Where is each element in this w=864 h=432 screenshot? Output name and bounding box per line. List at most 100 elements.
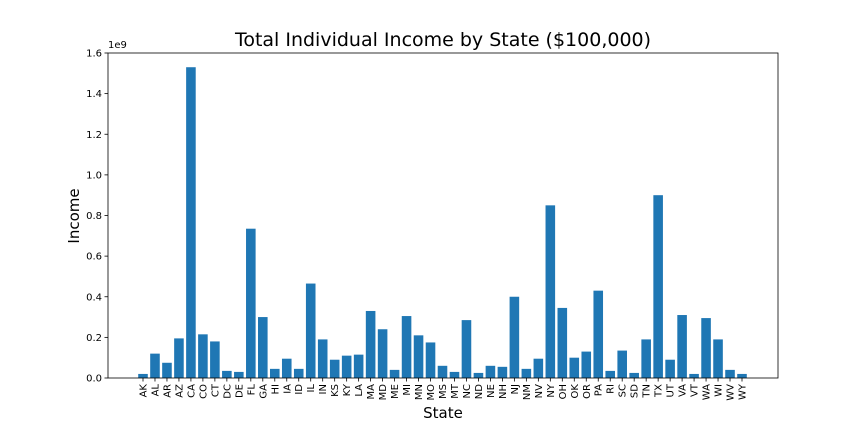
bar-hi: [269, 368, 280, 378]
y-tick-label-0: 0.0: [86, 374, 102, 385]
bar-wa: [701, 318, 711, 378]
bar-nh: [497, 366, 508, 378]
bar-mt: [449, 371, 460, 378]
x-tick-label-dc: DC: [222, 384, 233, 399]
bar-ak: [138, 373, 148, 378]
x-tick-label-al: AL: [150, 384, 161, 397]
y-ticks-group: 0.0 0.2 0.4 0.6 0.8 1.0 1.2 1.4 1.6: [86, 49, 108, 385]
plot-frame: [107, 52, 779, 379]
bar-wv: [725, 369, 735, 379]
x-tick-label-wv: WV: [726, 384, 737, 401]
bar-va: [677, 315, 687, 378]
x-tick-label-ma: MA: [366, 384, 377, 400]
x-tick-label-ks: KS: [330, 384, 341, 397]
x-tick-label-md: MD: [378, 384, 389, 401]
x-tick-label-ms: MS: [438, 384, 449, 399]
bar-or: [581, 351, 592, 378]
bar-ma: [365, 310, 376, 378]
x-tick-label-sd: SD: [630, 384, 641, 398]
bar-fl: [246, 228, 256, 378]
x-tick-label-ct: CT: [210, 383, 221, 397]
x-tick-label-il: IL: [306, 384, 317, 393]
bar-mi: [401, 316, 412, 378]
x-tick-label-ne: NE: [486, 384, 497, 398]
x-tick-label-nm: NM: [522, 384, 533, 400]
x-tick-label-ca: CA: [186, 384, 197, 398]
bar-in: [317, 339, 328, 378]
x-tick-label-ny: NY: [546, 383, 557, 397]
x-tick-label-ia: IA: [282, 384, 293, 394]
x-tick-label-la: LA: [354, 384, 365, 397]
x-tick-label-nv: NV: [534, 384, 545, 398]
x-tick-label-nj: NJ: [510, 384, 521, 394]
x-tick-label-ga: GA: [258, 384, 269, 399]
y-tick-label-5: 1.0: [86, 170, 102, 181]
x-tick-label-mn: MN: [414, 384, 425, 400]
bar-nd: [473, 372, 484, 378]
x-tick-label-ri: RI: [606, 384, 617, 394]
y-tick-label-1: 0.2: [86, 333, 102, 344]
bar-nc: [461, 320, 472, 378]
bar-wi: [713, 339, 723, 378]
bar-ar: [162, 362, 172, 378]
bar-ny: [545, 205, 556, 378]
bar-il: [305, 283, 316, 378]
bar-la: [353, 354, 364, 378]
bar-dc: [222, 370, 232, 378]
bar-vt: [689, 373, 699, 378]
bar-mn: [413, 335, 424, 378]
y-offset-label: 1e9: [108, 40, 127, 51]
bar-co: [198, 334, 208, 378]
x-tick-label-nd: ND: [474, 384, 485, 399]
bar-al: [150, 353, 160, 379]
bar-ca: [186, 67, 196, 378]
bar-id: [293, 368, 304, 378]
bar-md: [377, 329, 388, 378]
x-tick-label-ok: OK: [570, 384, 581, 399]
x-tick-label-az: AZ: [174, 384, 185, 398]
bar-nv: [533, 358, 544, 378]
x-tick-label-wi: WI: [714, 384, 725, 397]
bar-ok: [569, 357, 580, 378]
x-tick-label-nc: NC: [462, 384, 473, 398]
x-ticks-group: AK AL AR AZ CA CO CT DC DE FL GA HI IA ID IL IN KS KY LA MA…: [139, 378, 749, 401]
bar-sc: [617, 350, 627, 378]
x-tick-label-wy: WY: [738, 383, 749, 400]
bar-tn: [641, 339, 651, 378]
bar-wy: [737, 373, 747, 378]
x-tick-label-me: ME: [390, 384, 401, 399]
x-tick-label-pa: PA: [594, 384, 605, 396]
y-tick-label-4: 0.8: [86, 211, 102, 222]
x-tick-label-or: OR: [582, 384, 593, 399]
x-axis-label: State: [423, 404, 463, 422]
y-tick-label-7: 1.4: [86, 89, 102, 100]
x-tick-label-mo: MO: [426, 384, 437, 401]
x-tick-label-de: DE: [234, 384, 245, 398]
bar-tx: [653, 195, 663, 378]
bar-sd: [629, 372, 639, 378]
x-tick-label-wa: WA: [702, 384, 713, 400]
bar-ks: [329, 359, 340, 378]
bar-pa: [593, 290, 604, 378]
y-tick-label-6: 1.2: [86, 130, 102, 141]
x-tick-label-ut: UT: [666, 383, 677, 397]
y-tick-label-2: 0.4: [86, 292, 102, 303]
x-tick-label-nh: NH: [498, 384, 509, 399]
chart-title: Total Individual Income by State ($100,0…: [234, 29, 651, 51]
x-tick-label-tx: TX: [654, 384, 665, 398]
bar-ut: [665, 359, 675, 378]
bar-nj: [509, 296, 520, 378]
x-tick-label-in: IN: [318, 384, 329, 394]
x-tick-label-fl: FL: [246, 384, 257, 396]
y-tick-label-8: 1.6: [86, 49, 102, 60]
bar-de: [234, 371, 244, 378]
x-tick-label-mi: MI: [402, 384, 413, 396]
bar-ia: [281, 358, 292, 378]
bar-oh: [557, 307, 568, 378]
x-tick-label-mt: MT: [450, 383, 461, 399]
bar-ky: [341, 355, 352, 378]
bar-az: [174, 338, 184, 378]
x-tick-label-id: ID: [294, 384, 305, 395]
x-tick-label-tn: TN: [642, 384, 653, 399]
x-tick-label-hi: HI: [270, 384, 281, 394]
